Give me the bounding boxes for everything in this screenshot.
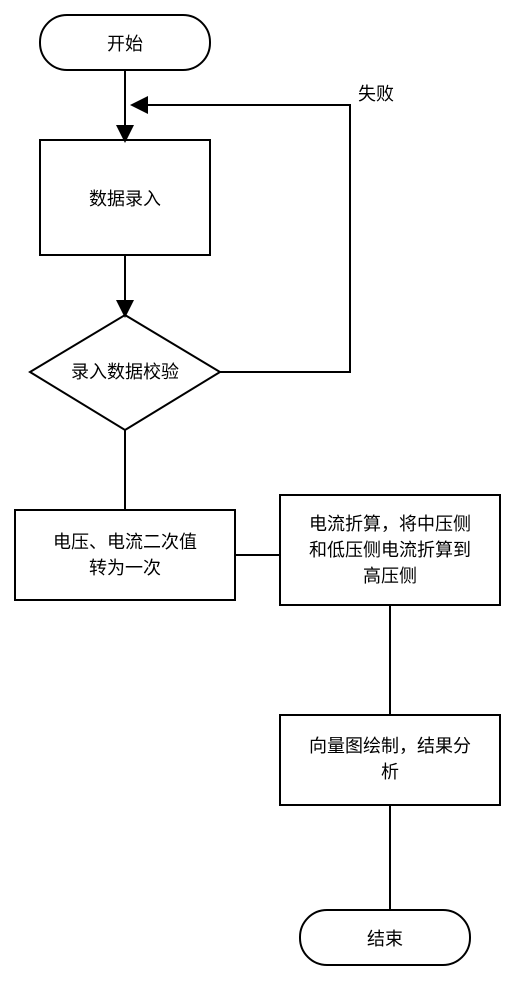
node-check-label: 录入数据校验 [71,362,179,382]
node-plot: 向量图绘制，结果分 析 [280,715,500,805]
node-fold-label-1: 电流折算，将中压侧 [309,514,471,534]
node-plot-label-2: 析 [381,762,399,782]
node-convert: 电压、电流二次值 转为一次 [15,510,235,600]
node-start: 开始 [40,15,210,70]
node-fold-label-2: 和低压侧电流折算到 [309,540,471,560]
fail-label: 失败 [358,84,394,104]
node-end: 结束 [300,910,470,965]
node-input-label: 数据录入 [89,189,161,209]
node-convert-label-1: 电压、电流二次值 [53,532,197,552]
flowchart-canvas: 开始 数据录入 录入数据校验 失败 电压、电流二次值 转为一次 电流折算，将中压… [0,0,512,1000]
node-check: 录入数据校验 [30,315,220,430]
node-fold-label-3: 高压侧 [363,566,417,586]
node-plot-label-1: 向量图绘制，结果分 [309,736,471,756]
edge-fail-loop [133,105,350,372]
node-start-label: 开始 [107,34,143,54]
node-end-label: 结束 [367,929,403,949]
node-fold: 电流折算，将中压侧 和低压侧电流折算到 高压侧 [280,495,500,605]
node-convert-label-2: 转为一次 [89,558,161,578]
node-input: 数据录入 [40,140,210,255]
